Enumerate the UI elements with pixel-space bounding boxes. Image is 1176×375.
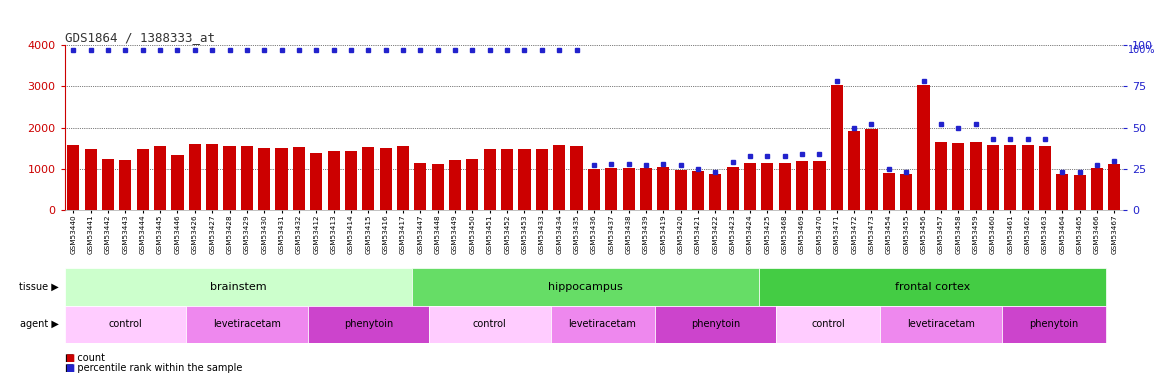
Bar xyxy=(172,155,183,210)
Text: brainstem: brainstem xyxy=(209,282,267,292)
Bar xyxy=(65,306,186,343)
Bar xyxy=(917,86,929,210)
Bar xyxy=(259,148,270,210)
Text: ■: ■ xyxy=(65,353,74,363)
Bar xyxy=(501,148,513,210)
Bar xyxy=(241,147,253,210)
Bar xyxy=(310,153,322,210)
Bar xyxy=(744,164,756,210)
Bar xyxy=(657,167,669,210)
Text: control: control xyxy=(811,320,846,329)
Bar xyxy=(188,144,201,210)
Bar xyxy=(848,131,860,210)
Bar xyxy=(1038,146,1051,210)
Text: control: control xyxy=(108,320,142,329)
Bar xyxy=(85,148,96,210)
Bar xyxy=(519,148,530,210)
Bar xyxy=(1002,306,1105,343)
Bar xyxy=(761,164,774,210)
Bar xyxy=(759,268,1105,306)
Bar xyxy=(483,148,496,210)
Bar xyxy=(362,147,374,210)
Text: levetiracetam: levetiracetam xyxy=(907,320,975,329)
Bar xyxy=(429,306,550,343)
Bar xyxy=(866,129,877,210)
Text: levetiracetam: levetiracetam xyxy=(213,320,281,329)
Bar xyxy=(622,168,635,210)
Bar xyxy=(779,164,790,210)
Bar xyxy=(883,173,895,210)
Bar xyxy=(414,163,427,210)
Bar xyxy=(550,306,655,343)
Text: ■: ■ xyxy=(65,363,74,373)
Bar xyxy=(1022,145,1034,210)
Bar xyxy=(776,306,880,343)
Bar xyxy=(275,148,288,210)
Bar xyxy=(328,152,340,210)
Text: phenytoin: phenytoin xyxy=(343,320,393,329)
Bar xyxy=(1074,175,1085,210)
Bar xyxy=(830,86,843,210)
Bar xyxy=(223,146,235,210)
Bar xyxy=(154,146,166,210)
Bar xyxy=(119,160,132,210)
Bar xyxy=(136,148,149,210)
Text: tissue ▶: tissue ▶ xyxy=(19,282,59,292)
Bar xyxy=(1004,145,1016,210)
Bar xyxy=(935,142,947,210)
Bar xyxy=(397,147,409,210)
Bar xyxy=(987,145,1000,210)
Text: phenytoin: phenytoin xyxy=(690,320,740,329)
Bar xyxy=(675,170,687,210)
Text: phenytoin: phenytoin xyxy=(1029,320,1078,329)
Text: 100%: 100% xyxy=(1128,45,1156,55)
Bar xyxy=(900,174,913,210)
Bar xyxy=(880,306,1002,343)
Bar xyxy=(308,306,429,343)
Text: ■ percentile rank within the sample: ■ percentile rank within the sample xyxy=(65,363,242,373)
Bar xyxy=(553,145,566,210)
Bar xyxy=(449,160,461,210)
Bar xyxy=(432,164,443,210)
Bar xyxy=(1091,168,1103,210)
Bar xyxy=(709,174,721,210)
Bar xyxy=(796,161,808,210)
Text: agent ▶: agent ▶ xyxy=(20,320,59,329)
Bar xyxy=(67,145,80,210)
Text: hippocampus: hippocampus xyxy=(548,282,622,292)
Bar xyxy=(345,151,358,210)
Bar xyxy=(655,306,776,343)
Bar xyxy=(467,159,479,210)
Bar xyxy=(814,160,826,210)
Bar xyxy=(293,147,305,210)
Text: GDS1864 / 1388333_at: GDS1864 / 1388333_at xyxy=(65,31,215,44)
Bar xyxy=(640,168,652,210)
Bar xyxy=(1056,174,1069,210)
Bar xyxy=(186,306,308,343)
Bar xyxy=(536,148,548,210)
Bar xyxy=(412,268,759,306)
Bar xyxy=(206,144,219,210)
Bar xyxy=(969,142,982,210)
Bar xyxy=(691,171,704,210)
Bar xyxy=(65,268,412,306)
Bar xyxy=(588,169,600,210)
Text: control: control xyxy=(473,320,507,329)
Bar xyxy=(380,148,392,210)
Text: ■ count: ■ count xyxy=(65,353,105,363)
Bar xyxy=(953,143,964,210)
Text: levetiracetam: levetiracetam xyxy=(569,320,636,329)
Text: frontal cortex: frontal cortex xyxy=(895,282,970,292)
Bar xyxy=(1108,164,1121,210)
Bar xyxy=(606,168,617,210)
Bar xyxy=(727,166,739,210)
Bar xyxy=(570,146,582,210)
Bar xyxy=(102,159,114,210)
